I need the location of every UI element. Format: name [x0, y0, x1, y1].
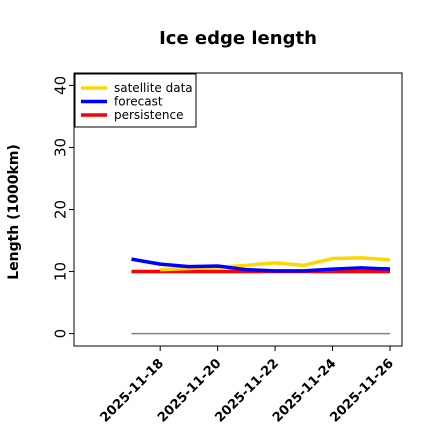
- y-axis-label: Length (1000km): [6, 144, 22, 280]
- y-tick-label: 10: [51, 262, 69, 281]
- y-axis: 0 10 20 30 40: [51, 76, 74, 339]
- y-tick-label: 40: [51, 76, 69, 95]
- y-tick-label: 0: [51, 329, 69, 339]
- chart-title: Ice edge length: [159, 28, 317, 49]
- y-tick-label: 20: [51, 200, 69, 219]
- legend-label: persistence: [114, 108, 183, 122]
- legend-label: forecast: [114, 95, 163, 109]
- y-tick-label: 30: [51, 138, 69, 157]
- series-lines: [131, 256, 391, 274]
- legend-label: satellite data: [114, 81, 193, 95]
- series-line-forecast: [131, 257, 391, 273]
- x-axis: 2025-11-182025-11-202025-11-222025-11-24…: [98, 346, 397, 426]
